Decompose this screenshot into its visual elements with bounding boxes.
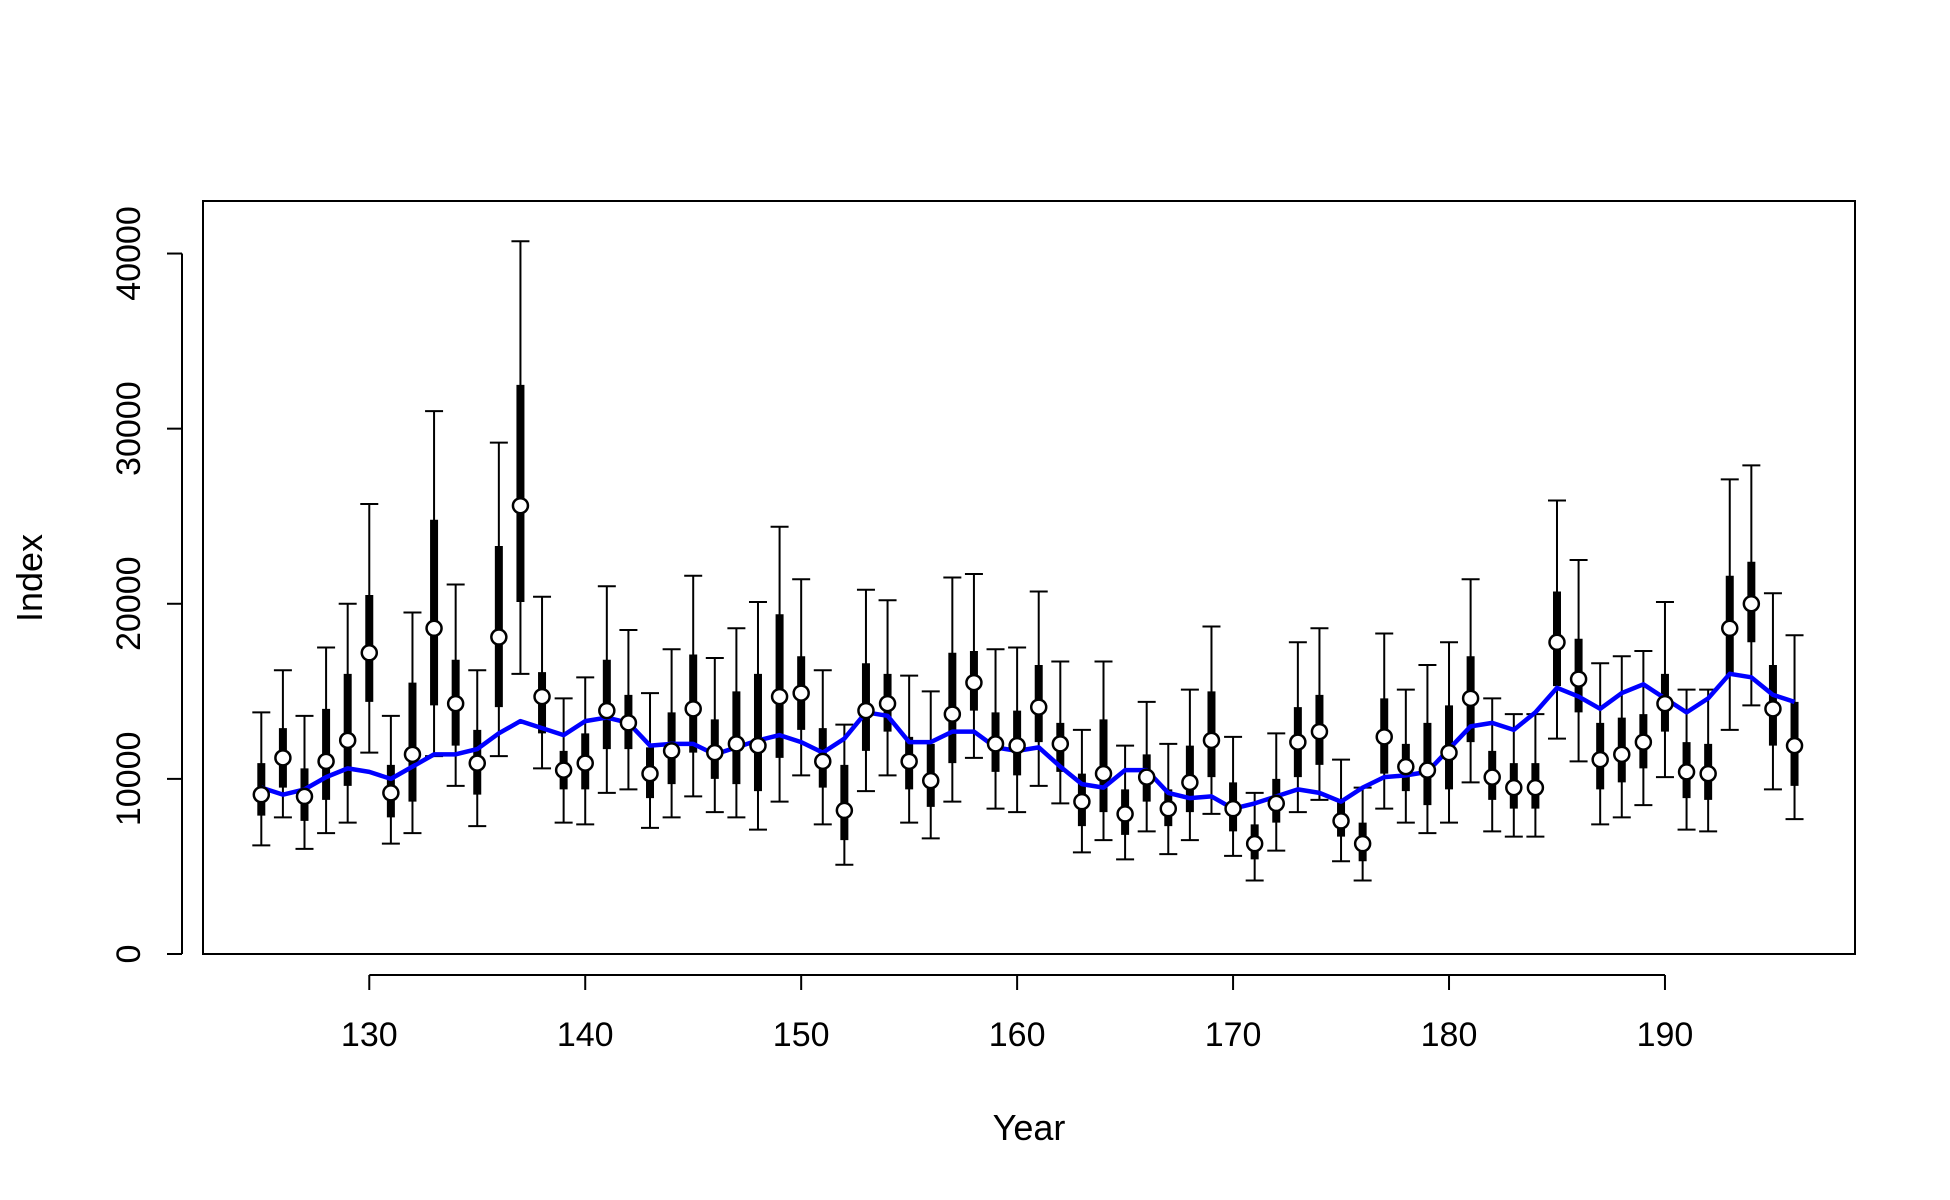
- data-point: [403, 745, 422, 764]
- data-point: [1137, 768, 1156, 786]
- axes-layer: 130 140 150 160 170 180 190 0 10000 20000 30000 400…: [110, 206, 1693, 1054]
- x-tick-label: 140: [557, 1016, 614, 1054]
- data-point: [382, 784, 400, 802]
- data-point: [706, 743, 724, 762]
- data-point: [1505, 778, 1523, 797]
- y-axis-title: Index: [9, 534, 50, 622]
- data-point: [554, 761, 573, 779]
- data-point: [338, 731, 357, 750]
- plot-frame: [202, 200, 1856, 955]
- data-point: [1526, 778, 1545, 797]
- data-point: [1159, 799, 1178, 818]
- data-point: [900, 752, 918, 771]
- data-point: [446, 694, 465, 713]
- data-point: [1245, 834, 1264, 853]
- y-tick-label: 0: [110, 945, 148, 964]
- x-tick-label: 190: [1637, 1016, 1694, 1054]
- data-point: [1397, 757, 1415, 776]
- data-point: [986, 735, 1005, 753]
- data-point: [1440, 743, 1458, 762]
- data-point: [684, 700, 702, 718]
- data-point: [1094, 764, 1113, 783]
- data-point: [1764, 700, 1782, 718]
- data-point: [770, 687, 789, 706]
- data-point: [641, 764, 659, 783]
- data-point: [425, 619, 443, 638]
- data-point: [878, 694, 897, 713]
- data-point: [1569, 670, 1588, 688]
- data-point: [1116, 805, 1134, 823]
- data-point: [1548, 633, 1566, 652]
- data-point: [1267, 794, 1286, 813]
- data-point: [857, 701, 875, 720]
- data-point: [1051, 735, 1070, 753]
- data-point: [1699, 764, 1717, 783]
- data-point: [1418, 761, 1437, 779]
- data-point: [1289, 733, 1307, 751]
- y-tick-label: 10000: [110, 732, 148, 827]
- data-point: [749, 736, 767, 755]
- data-point: [1073, 792, 1091, 811]
- data-point: [943, 705, 962, 723]
- data-point: [1677, 763, 1696, 781]
- data-point: [490, 628, 508, 646]
- data-point: [1591, 750, 1609, 769]
- data-point: [965, 673, 983, 692]
- data-point: [1785, 736, 1804, 755]
- x-tick-label: 130: [341, 1016, 398, 1054]
- x-tick-label: 180: [1421, 1016, 1478, 1054]
- y-tick-label: 30000: [110, 381, 148, 476]
- data-point: [1353, 834, 1372, 853]
- data-point: [1202, 731, 1221, 750]
- data-point: [619, 714, 638, 732]
- data-point: [921, 771, 940, 790]
- y-tick-label: 20000: [110, 556, 148, 651]
- data-point: [1029, 698, 1048, 716]
- data-point: [727, 735, 746, 753]
- data-point: [1224, 799, 1242, 818]
- data-point: [1742, 595, 1761, 613]
- data-point: [317, 752, 335, 771]
- data-point: [295, 787, 314, 806]
- data-point: [1613, 745, 1631, 764]
- trend-line: [260, 671, 1796, 811]
- data-point: [1375, 728, 1393, 746]
- data-point: [814, 752, 832, 771]
- data-point: [598, 701, 616, 720]
- data-point: [835, 801, 854, 820]
- data-point: [1008, 736, 1026, 755]
- data-point: [252, 785, 271, 804]
- y-tick-label: 40000: [110, 206, 148, 301]
- data-point: [468, 754, 487, 772]
- data-point: [1310, 722, 1329, 741]
- data-point: [576, 754, 594, 772]
- data-point: [1634, 733, 1653, 751]
- data-point: [1721, 619, 1739, 638]
- data-point: [1461, 689, 1480, 708]
- data-point: [360, 644, 379, 662]
- data-point: [1656, 694, 1674, 713]
- x-tick-label: 160: [989, 1016, 1046, 1054]
- x-axis-title: Year: [993, 1107, 1066, 1148]
- x-tick-label: 170: [1205, 1016, 1262, 1054]
- plot-layer: [252, 240, 1804, 882]
- data-point: [662, 742, 681, 760]
- data-point: [274, 749, 292, 767]
- data-point: [1181, 773, 1199, 792]
- data-point: [1332, 812, 1350, 830]
- data-point: [792, 684, 810, 702]
- data-point: [1483, 768, 1501, 786]
- x-tick-label: 150: [773, 1016, 830, 1054]
- data-point: [511, 496, 530, 515]
- data-point: [533, 687, 551, 706]
